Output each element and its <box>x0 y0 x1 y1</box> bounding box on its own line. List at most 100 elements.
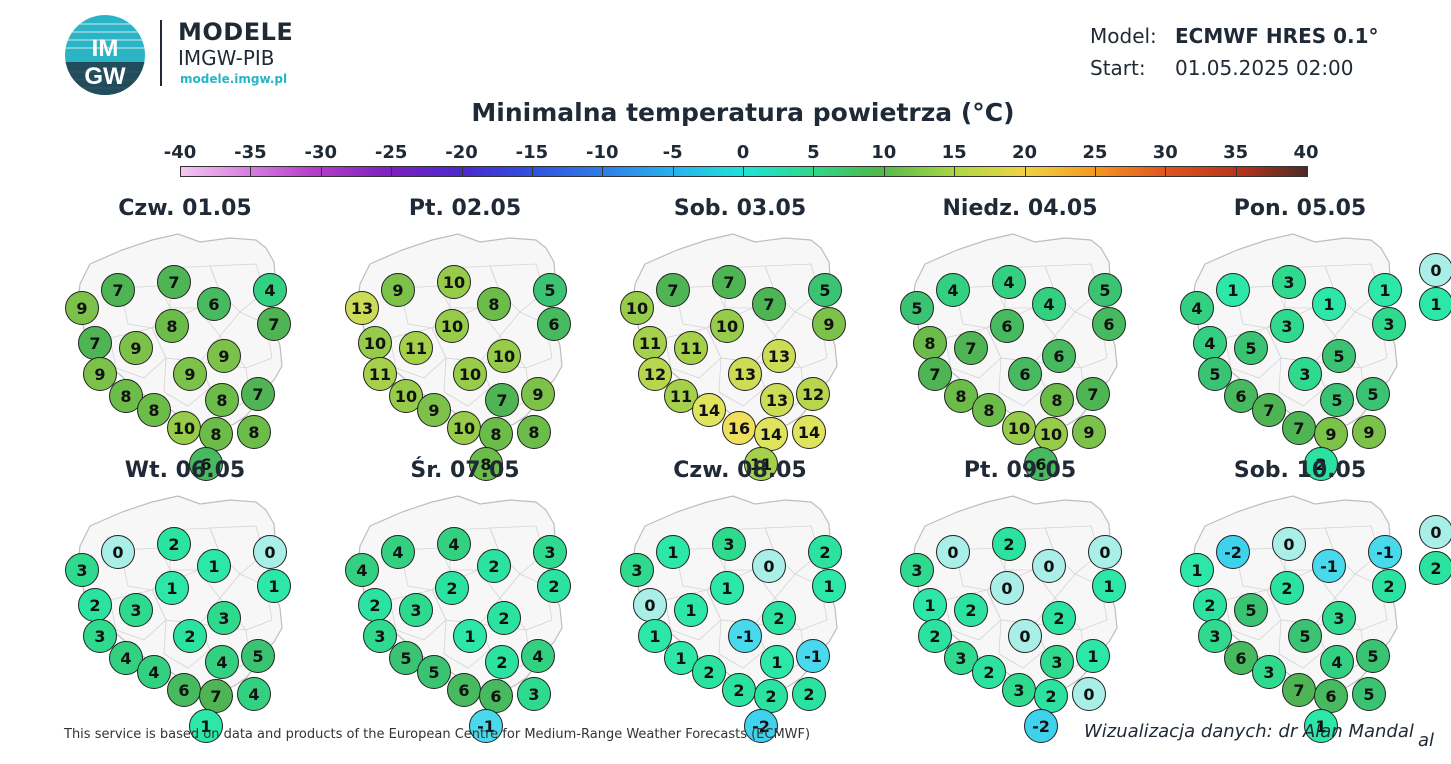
temperature-bubble: 8 <box>205 383 239 417</box>
panel-day-title: Czw. 01.05 <box>118 196 252 221</box>
temperature-bubble: 1 <box>257 569 291 603</box>
region-border <box>1054 311 1108 369</box>
temperature-bubble: 9 <box>1352 415 1386 449</box>
temperature-bubble: 1 <box>1216 273 1250 307</box>
temperature-bubble: 8 <box>913 326 947 360</box>
temperature-bubble: 1 <box>197 549 231 583</box>
map-title: Minimalna temperatura powietrza (°C) <box>471 98 1015 127</box>
temperature-bubble: 10 <box>620 291 654 325</box>
temperature-bubble: 2 <box>1372 569 1406 603</box>
start-label: Start: <box>1090 56 1146 80</box>
temperature-bubble: 14 <box>792 415 826 449</box>
region-border <box>774 573 828 631</box>
panel-day-title: Czw. 08.05 <box>673 458 807 483</box>
temperature-bubble: 6 <box>1042 339 1076 373</box>
panel-day-title: Śr. 07.05 <box>410 458 520 483</box>
temperature-bubble: 5 <box>1356 639 1390 673</box>
temperature-bubble: 9 <box>65 291 99 325</box>
temperature-bubble: 2 <box>1270 571 1304 605</box>
temperature-bubble: 0 <box>1072 677 1106 711</box>
temperature-bubble: 16 <box>722 411 756 445</box>
region-border <box>1334 311 1388 369</box>
colorbar-label: 10 <box>871 142 897 163</box>
temperature-bubble: 7 <box>485 383 519 417</box>
colorbar-tick <box>602 166 604 177</box>
temperature-bubble: 2 <box>485 645 519 679</box>
colorbar-tick <box>1165 166 1167 177</box>
colorbar-tick <box>461 166 463 177</box>
temperature-bubble: 10 <box>358 326 392 360</box>
brand-url: modele.imgw.pl <box>180 72 288 86</box>
region-border <box>1224 589 1282 641</box>
region-border <box>1334 573 1388 631</box>
temperature-bubble: 9 <box>1072 415 1106 449</box>
region-border <box>664 589 722 641</box>
temperature-bubble: 7 <box>101 273 135 307</box>
temperature-bubble: 5 <box>1088 273 1122 307</box>
temperature-bubble: -2 <box>1216 535 1250 569</box>
region-border <box>219 573 273 631</box>
temperature-bubble: 3 <box>1272 265 1306 299</box>
temperature-bubble: 1 <box>674 593 708 627</box>
colorbar-label: 25 <box>1082 142 1108 163</box>
temperature-bubble: -1 <box>796 639 830 673</box>
temperature-bubble: 10 <box>447 411 481 445</box>
temperature-bubble: 9 <box>173 357 207 391</box>
temperature-bubble: 0 <box>1088 535 1122 569</box>
temperature-bubble: 13 <box>728 357 762 391</box>
temperature-bubble: 3 <box>1288 357 1322 391</box>
temperature-bubble: 0 <box>752 549 786 583</box>
colorbar-tick <box>883 166 885 177</box>
region-border <box>664 327 722 379</box>
region-border <box>1224 327 1282 379</box>
region-border <box>499 311 553 369</box>
temperature-bubble: 8 <box>479 417 513 451</box>
temperature-bubble: 9 <box>521 377 555 411</box>
temperature-bubble: 8 <box>517 415 551 449</box>
temperature-bubble: 10 <box>435 309 469 343</box>
temperature-bubble: 11 <box>399 331 433 365</box>
temperature-bubble: 5 <box>900 291 934 325</box>
region-border <box>389 327 447 379</box>
colorbar-label: 20 <box>1011 142 1038 163</box>
temperature-bubble: 1 <box>1312 287 1346 321</box>
temperature-bubble: 0 <box>1272 527 1306 561</box>
colorbar-tick <box>1094 166 1096 177</box>
region-border <box>109 589 167 641</box>
temperature-bubble: 6 <box>167 673 201 707</box>
panel-day-title: Wt. 06.05 <box>124 458 246 483</box>
temperature-bubble: 7 <box>954 331 988 365</box>
colorbar-label: 15 <box>941 142 967 163</box>
temperature-bubble: 4 <box>1032 287 1066 321</box>
temperature-bubble: 7 <box>157 265 191 299</box>
forecast-panel: Pt. 09.05 3 0 2 0 0 1 0 1 2 2 2 0 3 1 2 3 3 2 0 -2 <box>895 458 1145 743</box>
temperature-bubble: 3 <box>712 527 746 561</box>
colorbar-gradient <box>180 166 1308 177</box>
forecast-panel: Czw. 08.05 3 1 3 0 2 1 1 0 1 2 1 -1 1 -1 2 1 2 2 2 -2 <box>615 458 865 743</box>
temperature-bubble: 13 <box>760 383 794 417</box>
temperature-bubble: 6 <box>1092 307 1126 341</box>
temperature-bubble: 2 <box>954 593 988 627</box>
temperature-bubble: 11 <box>633 326 667 360</box>
temperature-bubble: 2 <box>992 527 1026 561</box>
panel-day-title: Niedz. 04.05 <box>942 196 1098 221</box>
temperature-bubble: 1 <box>453 619 487 653</box>
temperature-bubble: 2 <box>1042 601 1076 635</box>
region-border <box>389 589 447 641</box>
temperature-bubble: 5 <box>417 655 451 689</box>
temperature-bubble: 5 <box>1234 331 1268 365</box>
colorbar-label: 5 <box>807 142 820 163</box>
temperature-bubble: 4 <box>437 527 471 561</box>
temperature-bubble: 7 <box>752 287 786 321</box>
temperature-bubble: 3 <box>1002 673 1036 707</box>
temperature-bubble: 6 <box>197 287 231 321</box>
forecast-panel: Wt. 06.05 3 0 2 1 0 1 1 2 3 3 3 2 4 5 4 4 6 7 4 1 <box>60 458 310 743</box>
temperature-bubble: -1 <box>1312 549 1346 583</box>
colorbar-label: 40 <box>1293 142 1319 163</box>
temperature-bubble: 2 <box>1304 447 1338 481</box>
temperature-bubble: 4 <box>936 273 970 307</box>
colorbar-tick <box>250 166 252 177</box>
temperature-bubble: 2 <box>173 619 207 653</box>
temperature-bubble: 9 <box>381 273 415 307</box>
temperature-bubble: 2 <box>918 619 952 653</box>
